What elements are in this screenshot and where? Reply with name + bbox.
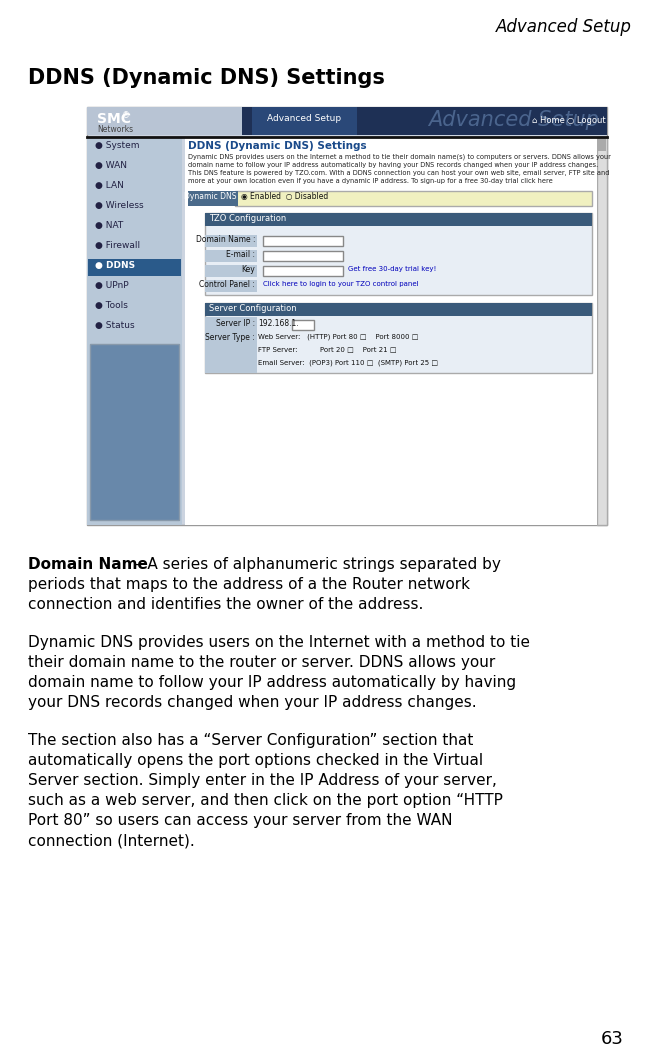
Bar	[205, 280, 257, 292]
Bar	[252, 107, 357, 135]
Text: ● Wireless: ● Wireless	[95, 201, 144, 210]
Text: Web Server:   (HTTP) Port 80 □    Port 8000 □: Web Server: (HTTP) Port 80 □ Port 8000 □	[258, 333, 419, 340]
Bar	[87, 107, 607, 525]
Bar	[205, 331, 257, 373]
Text: DDNS (Dynamic DNS) Settings: DDNS (Dynamic DNS) Settings	[28, 68, 385, 88]
Text: their domain name to the router or server. DDNS allows your: their domain name to the router or serve…	[28, 655, 495, 670]
Text: Control Panel :: Control Panel :	[199, 280, 255, 289]
Text: ● Firewall: ● Firewall	[95, 241, 140, 250]
Bar	[235, 191, 592, 206]
Text: ● LAN: ● LAN	[95, 181, 124, 190]
Bar	[263, 251, 343, 261]
Text: domain name to follow your IP address automatically by having your DNS records c: domain name to follow your IP address au…	[188, 162, 598, 167]
Text: Key: Key	[241, 265, 255, 274]
Text: TZO Configuration: TZO Configuration	[209, 214, 286, 223]
Text: Domain Name :: Domain Name :	[196, 235, 255, 243]
Bar	[205, 303, 592, 316]
Bar	[597, 137, 607, 525]
Bar	[205, 213, 592, 226]
Text: Advanced Setup: Advanced Setup	[496, 18, 632, 36]
Bar	[87, 107, 607, 135]
Text: ◉ Enabled  ○ Disabled: ◉ Enabled ○ Disabled	[241, 192, 328, 201]
Text: This DNS feature is powered by TZO.com. With a DDNS connection you can host your: This DNS feature is powered by TZO.com. …	[188, 170, 610, 176]
Bar	[292, 320, 314, 330]
Text: Port 80” so users can access your server from the WAN: Port 80” so users can access your server…	[28, 813, 453, 828]
Text: ○ Logout: ○ Logout	[567, 116, 606, 125]
Bar	[87, 137, 182, 525]
Text: Email Server:  (POP3) Port 110 □  (SMTP) Port 25 □: Email Server: (POP3) Port 110 □ (SMTP) P…	[258, 359, 438, 366]
Bar	[88, 259, 181, 276]
Text: domain name to follow your IP address automatically by having: domain name to follow your IP address au…	[28, 675, 516, 690]
Text: your DNS records changed when your IP address changes.: your DNS records changed when your IP ad…	[28, 695, 477, 710]
Text: ● Status: ● Status	[95, 321, 135, 330]
Text: automatically opens the port options checked in the Virtual: automatically opens the port options che…	[28, 753, 483, 768]
Bar	[205, 303, 592, 373]
Bar	[205, 317, 257, 331]
Bar	[205, 265, 257, 277]
Text: ● UPnP: ● UPnP	[95, 281, 129, 291]
Text: ● WAN: ● WAN	[95, 161, 127, 170]
Text: ⌂ Home: ⌂ Home	[532, 116, 565, 125]
Bar	[598, 137, 606, 150]
Text: E-mail :: E-mail :	[226, 250, 255, 259]
Bar	[205, 235, 257, 247]
Bar	[205, 213, 592, 295]
Text: Dynamic DNS provides users on the Internet a method to tie their domain name(s) : Dynamic DNS provides users on the Intern…	[188, 153, 611, 160]
Bar	[90, 344, 179, 520]
Text: Advanced Setup: Advanced Setup	[267, 114, 341, 123]
Text: ● System: ● System	[95, 141, 139, 150]
Text: Advanced Setup: Advanced Setup	[428, 110, 599, 130]
Text: SMC: SMC	[97, 112, 131, 126]
Text: DDNS (Dynamic DNS) Settings: DDNS (Dynamic DNS) Settings	[188, 141, 367, 150]
Text: ● NAT: ● NAT	[95, 220, 123, 230]
Text: ● Tools: ● Tools	[95, 301, 128, 310]
Bar	[188, 191, 238, 206]
Text: periods that maps to the address of a the Router network: periods that maps to the address of a th…	[28, 577, 470, 593]
Text: 192.168.1.: 192.168.1.	[258, 319, 299, 328]
Text: Networks: Networks	[97, 125, 133, 134]
Text: Click here to login to your TZO control panel: Click here to login to your TZO control …	[263, 281, 419, 287]
Text: – A series of alphanumeric strings separated by: – A series of alphanumeric strings separ…	[130, 557, 501, 572]
Text: Domain Name: Domain Name	[28, 557, 148, 572]
Text: ● DDNS: ● DDNS	[95, 261, 135, 270]
Bar	[263, 236, 343, 246]
Text: connection and identifies the owner of the address.: connection and identifies the owner of t…	[28, 597, 423, 612]
Text: more at your own location even if you have a dynamic IP address. To sign-up for : more at your own location even if you ha…	[188, 179, 553, 185]
Bar	[263, 266, 343, 276]
Text: connection (Internet).: connection (Internet).	[28, 833, 195, 847]
Text: Server section. Simply enter in the IP Address of your server,: Server section. Simply enter in the IP A…	[28, 773, 497, 788]
Text: FTP Server:          Port 20 □    Port 21 □: FTP Server: Port 20 □ Port 21 □	[258, 346, 396, 352]
Text: ®: ®	[122, 111, 130, 120]
Text: Dynamic DNS provides users on the Internet with a method to tie: Dynamic DNS provides users on the Intern…	[28, 635, 530, 650]
Text: 63: 63	[601, 1030, 624, 1045]
Text: Server IP :: Server IP :	[216, 319, 255, 328]
Text: Get free 30-day trial key!: Get free 30-day trial key!	[348, 266, 436, 272]
Bar	[205, 250, 257, 262]
Text: Dynamic DNS :: Dynamic DNS :	[184, 192, 242, 201]
Text: The section also has a “Server Configuration” section that: The section also has a “Server Configura…	[28, 733, 473, 748]
Bar	[185, 137, 597, 525]
Bar	[87, 107, 242, 135]
Text: such as a web server, and then click on the port option “HTTP: such as a web server, and then click on …	[28, 793, 503, 808]
Text: Server Configuration: Server Configuration	[209, 304, 297, 314]
Text: Server Type :: Server Type :	[205, 333, 255, 342]
